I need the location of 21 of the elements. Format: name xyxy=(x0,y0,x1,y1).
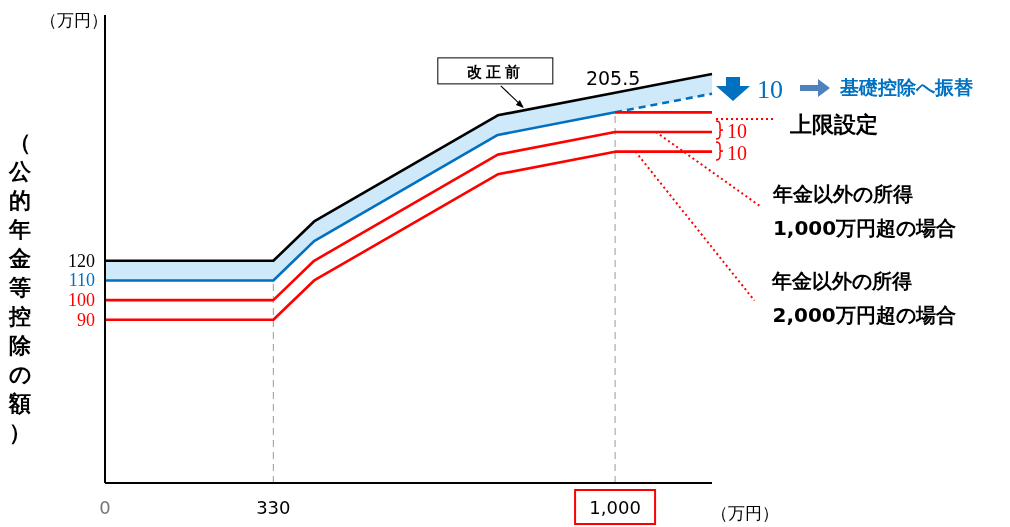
x-tick-label: 330 xyxy=(256,497,291,518)
annotation: 年金以外の所得 2,000万円超の場合 xyxy=(771,268,956,327)
text: （公的年金等控除の額） xyxy=(8,130,32,445)
text: 10 xyxy=(727,120,747,142)
x-axis-title: （万円） xyxy=(711,503,779,523)
y-tick-label: 90 xyxy=(77,309,95,330)
text: 10 xyxy=(757,75,783,104)
line-series xyxy=(103,130,714,302)
annotation: 205.5 xyxy=(585,66,641,89)
text: 10 xyxy=(727,142,747,164)
series-label: 改正前 xyxy=(467,62,525,81)
y-tick-label: 110 xyxy=(68,270,95,291)
x-tick-label: 1,000 xyxy=(589,497,641,518)
annotation: 年金以外の所得 1,000万円超の場合 xyxy=(771,182,957,240)
text: 基礎控除へ振替 xyxy=(839,76,973,98)
line-series xyxy=(103,150,714,322)
y-tick-label: 120 xyxy=(68,250,95,271)
y-tick-label: 100 xyxy=(68,290,95,311)
annotation: （万円） xyxy=(40,10,108,30)
x-tick-label: 0 xyxy=(99,497,111,518)
text: 上限設定 xyxy=(789,112,878,137)
